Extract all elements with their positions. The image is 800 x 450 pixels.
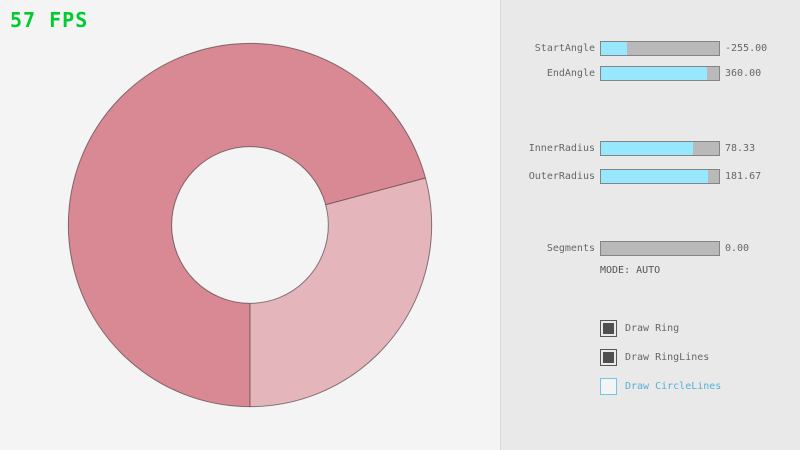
check-mark-icon <box>603 352 614 363</box>
draw-ring-label: Draw Ring <box>625 323 680 334</box>
draw-circlelines-checkbox[interactable] <box>600 378 617 395</box>
slider-fill <box>601 42 627 55</box>
slider-value-outer-radius: 181.67 <box>725 171 762 182</box>
ring-inner-hole <box>171 146 329 304</box>
segments-mode-text: MODE: AUTO <box>600 265 661 276</box>
ring-end-angle-line <box>325 177 426 206</box>
draw-ringlines-checkbox[interactable] <box>600 349 617 366</box>
checkbox-row-draw-ringlines: Draw RingLines <box>600 349 800 366</box>
ring-inner-outline <box>171 146 329 304</box>
slider-row-end-angle: EndAngle 360.00 <box>501 66 800 81</box>
slider-start-angle[interactable] <box>600 41 720 56</box>
checkbox-row-draw-circlelines: Draw CircleLines <box>600 378 800 395</box>
controls-panel: StartAngle -255.00 EndAngle 360.00 Inner… <box>501 0 800 450</box>
slider-fill <box>601 170 709 183</box>
draw-circlelines-label: Draw CircleLines <box>625 381 722 392</box>
fps-counter: 57 FPS <box>10 8 89 32</box>
slider-value-segments: 0.00 <box>725 243 750 254</box>
slider-label-start-angle: StartAngle <box>534 43 595 54</box>
slider-row-segments: Segments 0.00 <box>501 241 800 256</box>
draw-ring-checkbox[interactable] <box>600 320 617 337</box>
slider-segments[interactable] <box>600 241 720 256</box>
checkbox-row-draw-ring: Draw Ring <box>600 320 800 337</box>
slider-fill <box>601 142 694 155</box>
slider-fill <box>601 67 708 80</box>
slider-row-outer-radius: OuterRadius 181.67 <box>501 169 800 184</box>
slider-row-inner-radius: InnerRadius 78.33 <box>501 141 800 156</box>
draw-ringlines-label: Draw RingLines <box>625 352 710 363</box>
slider-label-outer-radius: OuterRadius <box>528 171 595 182</box>
ring-canvas <box>67 42 433 408</box>
slider-inner-radius[interactable] <box>600 141 720 156</box>
slider-value-start-angle: -255.00 <box>725 43 768 54</box>
slider-value-inner-radius: 78.33 <box>725 143 756 154</box>
slider-end-angle[interactable] <box>600 66 720 81</box>
slider-row-start-angle: StartAngle -255.00 <box>501 41 800 56</box>
panel-divider <box>500 0 501 450</box>
slider-value-end-angle: 360.00 <box>725 68 762 79</box>
slider-label-inner-radius: InnerRadius <box>528 143 595 154</box>
check-mark-icon <box>603 323 614 334</box>
slider-label-segments: Segments <box>546 243 595 254</box>
slider-outer-radius[interactable] <box>600 169 720 184</box>
slider-label-end-angle: EndAngle <box>546 68 595 79</box>
ring-outer-outline <box>67 42 433 408</box>
